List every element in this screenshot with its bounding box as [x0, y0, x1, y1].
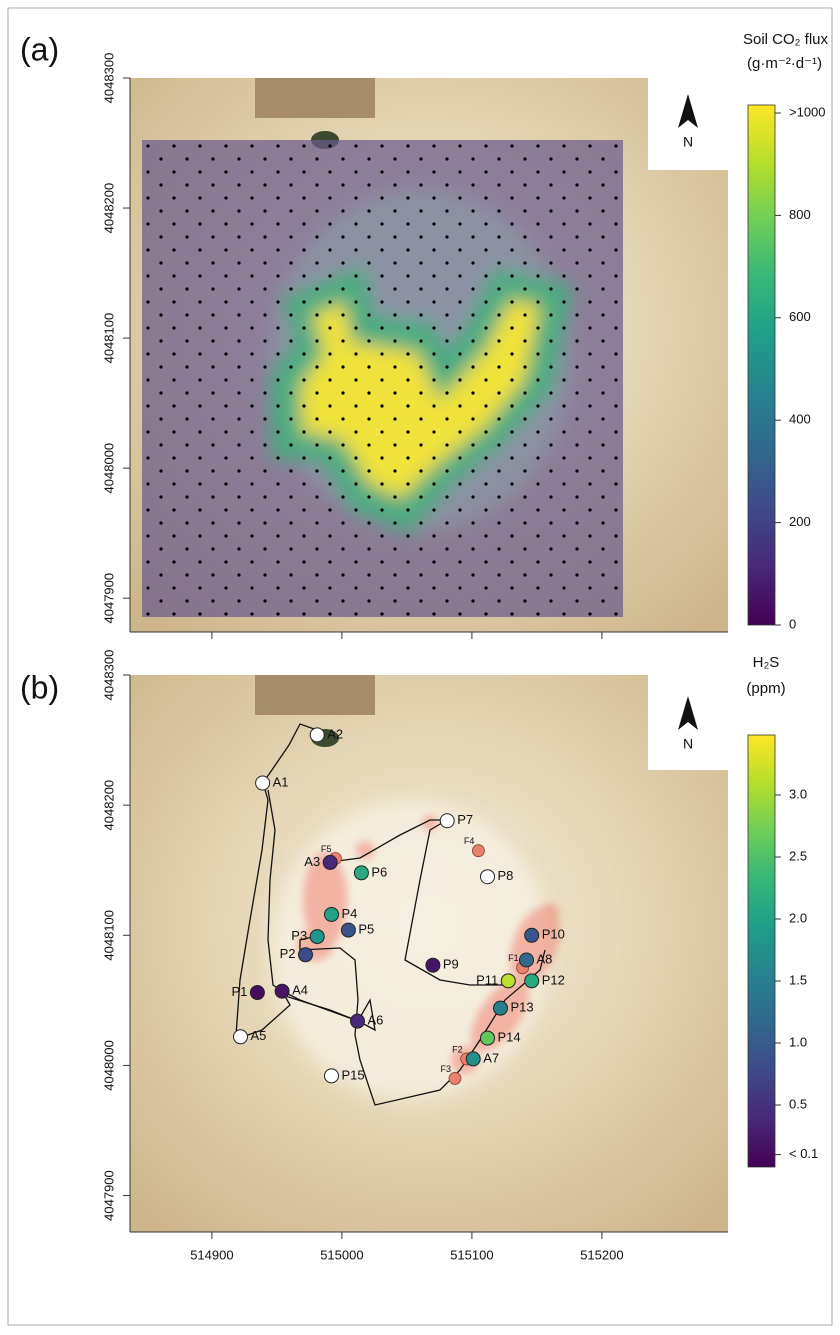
point-label: P1	[231, 984, 247, 999]
colorbar-tick-label: 2.0	[789, 910, 807, 925]
fumarole	[472, 845, 484, 857]
colorbar-title: Soil CO₂ flux	[743, 31, 829, 48]
map-image-a	[130, 78, 728, 632]
point-label: A6	[368, 1013, 384, 1028]
sample-point	[325, 1069, 339, 1083]
colorbar-tick-label: 1.0	[789, 1034, 807, 1049]
sample-point	[250, 986, 264, 1000]
point-label: P13	[511, 1000, 534, 1015]
colorbar-tick-label: >1000	[789, 104, 826, 119]
sample-point	[310, 930, 324, 944]
fumarole	[449, 1072, 461, 1084]
point-label: P5	[358, 922, 374, 937]
x-tick-label: 515100	[450, 1247, 493, 1262]
sample-point	[310, 728, 324, 742]
point-label: P14	[498, 1030, 521, 1045]
fumarole-label: F1	[508, 953, 519, 963]
colorbar-tick-label: 400	[789, 412, 811, 427]
fumarole-label: F3	[440, 1064, 451, 1074]
point-label: A4	[292, 983, 308, 998]
sample-point	[234, 1030, 248, 1044]
sample-point	[481, 1031, 495, 1045]
point-label: P10	[542, 927, 565, 942]
fumarole-label: F2	[452, 1044, 463, 1054]
north-arrow-b: N	[648, 675, 728, 770]
north-label: N	[683, 736, 693, 752]
map-image-b	[130, 675, 728, 1232]
colorbar-tick-label: 200	[789, 514, 811, 529]
sample-point	[481, 870, 495, 884]
y-tick-label: 4048300	[101, 53, 116, 104]
point-label: A8	[537, 951, 553, 966]
colorbar-tick-label: 800	[789, 207, 811, 222]
x-tick-label: 514900	[190, 1247, 233, 1262]
north-label: N	[683, 134, 693, 150]
x-tick-label: 515200	[580, 1247, 623, 1262]
fumarole-label: F4	[464, 836, 475, 846]
y-tick-label: 4047900	[101, 1170, 116, 1221]
sample-point	[256, 776, 270, 790]
sample-point	[466, 1052, 480, 1066]
point-label: A1	[273, 774, 289, 789]
colorbar-tick-label: 600	[789, 309, 811, 324]
y-tick-label: 4048300	[101, 650, 116, 701]
y-tick-label: 4048000	[101, 1040, 116, 1091]
colorbar	[748, 735, 775, 1167]
point-label: P2	[280, 946, 296, 961]
panel-label: (a)	[20, 31, 59, 67]
sample-point	[341, 923, 355, 937]
sample-point	[440, 814, 454, 828]
colorbar-unit: (ppm)	[746, 680, 785, 697]
colorbar-tick-label: 3.0	[789, 786, 807, 801]
colorbar-tick-label: 0	[789, 616, 796, 631]
sample-point	[323, 855, 337, 869]
x-tick-label: 515000	[320, 1247, 363, 1262]
sample-point	[520, 953, 534, 967]
y-tick-label: 4048000	[101, 443, 116, 494]
colorbar-tick-label: < 0.1	[789, 1146, 818, 1161]
sample-point	[325, 907, 339, 921]
point-label: P8	[498, 868, 514, 883]
sample-point	[299, 948, 313, 962]
point-label: A3	[304, 854, 320, 869]
sample-point	[494, 1001, 508, 1015]
colorbar-title: H₂S	[753, 654, 780, 671]
point-label: P7	[457, 812, 473, 827]
y-tick-label: 4047900	[101, 573, 116, 624]
point-label: A7	[483, 1050, 499, 1065]
y-tick-label: 4048200	[101, 780, 116, 831]
point-label: P6	[371, 864, 387, 879]
colorbar-tick-label: 0.5	[789, 1096, 807, 1111]
sample-point	[525, 928, 539, 942]
figure: N N (a) (b) Soil CO₂ flux (g·m⁻²·d⁻¹) H₂…	[0, 0, 840, 1330]
sample-point	[275, 984, 289, 998]
point-label: P12	[542, 972, 565, 987]
panel-label: (b)	[20, 669, 59, 705]
sample-point	[525, 974, 539, 988]
colorbar-tick-label: 2.5	[789, 848, 807, 863]
sample-point	[354, 866, 368, 880]
y-tick-label: 4048200	[101, 183, 116, 234]
sample-point	[426, 958, 440, 972]
y-tick-label: 4048100	[101, 910, 116, 961]
point-label: A5	[251, 1028, 267, 1043]
point-label: P4	[342, 906, 358, 921]
sample-point	[351, 1014, 365, 1028]
colorbar	[748, 105, 775, 625]
y-tick-label: 4048100	[101, 313, 116, 364]
fumarole-label: F5	[321, 844, 332, 854]
point-label: P9	[443, 957, 459, 972]
north-arrow-a: N	[648, 78, 728, 170]
point-label: P15	[342, 1067, 365, 1082]
point-label: A2	[327, 726, 343, 741]
point-label: P3	[291, 928, 307, 943]
point-label: P11	[476, 972, 498, 987]
sample-point	[501, 974, 515, 988]
colorbar-unit: (g·m⁻²·d⁻¹)	[747, 55, 822, 72]
colorbar-tick-label: 1.5	[789, 972, 807, 987]
